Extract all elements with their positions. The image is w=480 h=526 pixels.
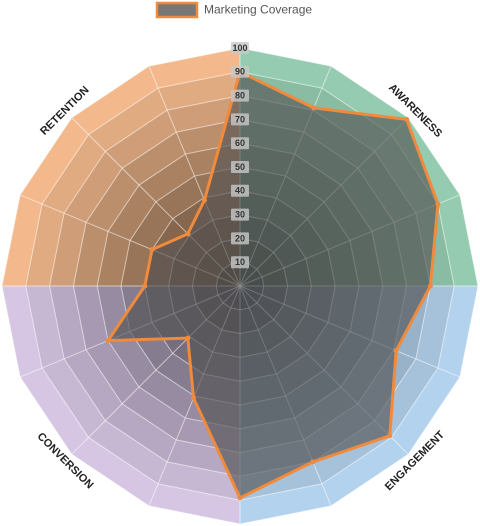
- tick-label-bg: [231, 184, 249, 197]
- tick-label-group: 40: [231, 184, 249, 197]
- tick-label-group: 100: [231, 42, 249, 54]
- tick-label-bg: [231, 42, 249, 54]
- tick-label: 40: [235, 186, 245, 196]
- tick-label-group: 20: [231, 232, 249, 245]
- tick-label-group: 10: [231, 256, 249, 269]
- series-point: [149, 247, 155, 253]
- tick-label-group: 90: [231, 65, 249, 78]
- series-point: [191, 395, 197, 401]
- legend-label: Marketing Coverage: [204, 3, 312, 17]
- tick-label-group: 60: [231, 137, 249, 150]
- series-point: [185, 335, 191, 341]
- series-point: [105, 338, 111, 344]
- series-point: [387, 433, 393, 439]
- series-point: [237, 495, 243, 501]
- tick-label-bg: [231, 256, 249, 269]
- tick-label: 100: [232, 43, 247, 53]
- series-point: [427, 283, 433, 289]
- series-point: [311, 105, 317, 111]
- tick-label-bg: [231, 161, 249, 173]
- tick-label: 60: [235, 138, 245, 148]
- tick-label-bg: [231, 137, 249, 150]
- tick-label: 80: [235, 90, 245, 100]
- series-point: [185, 231, 191, 237]
- series-point: [142, 283, 148, 289]
- tick-label-bg: [231, 89, 249, 102]
- tick-label: 90: [235, 67, 245, 77]
- tick-label: 50: [235, 162, 245, 172]
- tick-label-bg: [231, 208, 249, 221]
- tick-label: 70: [235, 114, 245, 124]
- series-point: [310, 459, 316, 465]
- tick-label: 30: [235, 209, 245, 219]
- legend-swatch: [155, 1, 199, 19]
- series-point: [201, 197, 207, 203]
- tick-label: 20: [235, 233, 245, 243]
- tick-label-group: 50: [231, 161, 249, 173]
- tick-label-group: 30: [231, 208, 249, 221]
- tick-label-bg: [231, 65, 249, 78]
- tick-label-group: 80: [231, 89, 249, 102]
- series-point: [404, 116, 410, 122]
- tick-label-bg: [231, 232, 249, 245]
- tick-label-group: 70: [231, 113, 249, 126]
- tick-label-bg: [231, 113, 249, 126]
- series-point: [435, 201, 441, 207]
- tick-label: 10: [235, 257, 245, 267]
- series-point: [393, 348, 399, 354]
